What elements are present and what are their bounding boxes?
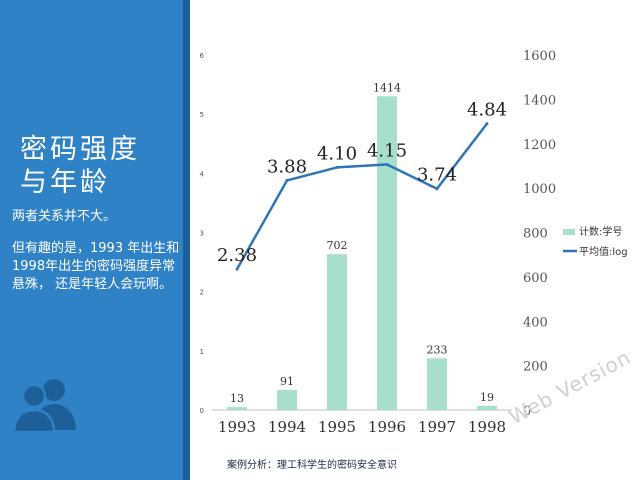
line-label-1994: 3.88 xyxy=(267,156,307,177)
slide-title-line-2: 与年龄 xyxy=(20,167,110,198)
left-axis-tick: 3 xyxy=(200,230,204,238)
left-panel-stripe xyxy=(183,0,190,480)
line-label-1996: 4.15 xyxy=(367,140,407,161)
bar-label-1996: 1414 xyxy=(373,81,401,94)
right-axis-tick: 0 xyxy=(523,404,531,419)
right-axis-tick: 1400 xyxy=(523,93,556,108)
right-axis-tick: 800 xyxy=(523,227,548,242)
right-axis-tick: 1200 xyxy=(523,138,556,153)
bar-label-1998: 19 xyxy=(480,391,494,404)
left-axis-tick: 5 xyxy=(200,111,204,119)
legend-swatch-bars xyxy=(563,229,575,235)
left-axis-tick: 6 xyxy=(200,52,205,60)
right-axis-tick: 200 xyxy=(523,360,548,375)
line-label-1997: 3.74 xyxy=(417,165,457,186)
line-point-1998 xyxy=(485,122,489,126)
body-text-1: 两者关系并不大。 xyxy=(12,209,117,224)
slide-title: 密码强度 与年龄 xyxy=(20,133,180,199)
right-axis-tick: 1000 xyxy=(523,182,556,197)
left-axis-tick: 2 xyxy=(200,289,204,297)
x-axis-tick-1994: 1994 xyxy=(268,418,306,436)
legend-label-bars: 计数:学号 xyxy=(579,225,622,238)
bar-1993 xyxy=(227,407,247,410)
legend-label-line: 平均值:log xyxy=(579,245,628,258)
bar-1994 xyxy=(277,389,297,410)
line-point-1996 xyxy=(385,162,389,166)
left-axis-tick: 0 xyxy=(200,407,204,415)
bar-label-1997: 233 xyxy=(427,343,448,356)
line-label-1995: 4.10 xyxy=(317,143,357,164)
line-label-1998: 4.84 xyxy=(467,100,507,121)
right-axis-tick: 600 xyxy=(523,271,548,286)
line-label-1993: 2.38 xyxy=(217,245,257,266)
right-axis-tick: 400 xyxy=(523,315,548,330)
line-point-1994 xyxy=(285,178,289,182)
combo-chart: 0 1 2 3 4 5 6 0 200 400 600 800 1000 1200 1400 1600 13 91… xyxy=(200,49,628,436)
right-axis-tick: 1600 xyxy=(523,49,556,64)
slide-caption: 案例分析：理工科学生的密码安全意识 xyxy=(227,460,397,471)
x-axis-tick-1995: 1995 xyxy=(318,418,356,436)
x-axis-tick-1997: 1997 xyxy=(418,418,456,436)
left-axis-tick: 4 xyxy=(200,170,205,178)
people-group-icon xyxy=(14,379,76,432)
slide-title-line-1: 密码强度 xyxy=(20,134,140,165)
bar-1998 xyxy=(477,405,497,410)
bar-1996 xyxy=(377,96,397,411)
line-point-1993 xyxy=(235,267,239,271)
bar-1997 xyxy=(427,358,447,410)
bar-1995 xyxy=(327,254,347,410)
x-axis-tick-1996: 1996 xyxy=(368,418,406,436)
x-axis-tick-1998: 1998 xyxy=(468,418,506,436)
bar-label-1993: 13 xyxy=(230,392,244,405)
x-axis-tick-1993: 1993 xyxy=(218,418,256,436)
body-text-2: 但有趣的是，1993 年出生和 1998年出生的密码强度异常悬殊， 还是年轻人会… xyxy=(12,241,180,292)
bar-label-1994: 91 xyxy=(280,375,294,388)
line-series-average-log xyxy=(235,122,488,270)
line-point-1995 xyxy=(335,165,339,169)
left-axis-tick: 1 xyxy=(200,348,204,356)
line-point-1997 xyxy=(435,187,439,191)
bar-label-1995: 702 xyxy=(327,239,348,252)
